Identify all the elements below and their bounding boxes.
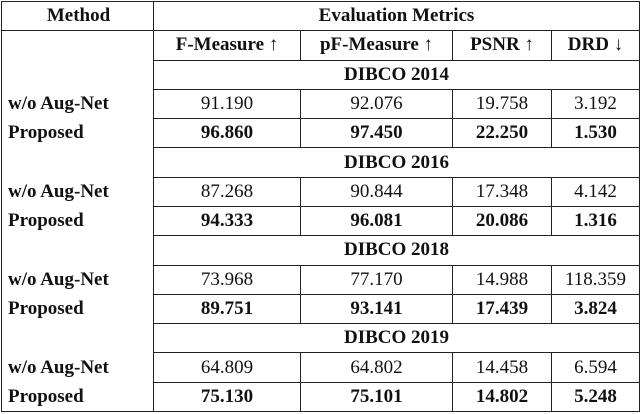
method-name: Proposed — [1, 294, 154, 324]
value: 6.594 — [551, 352, 640, 383]
value: 75.101 — [300, 381, 453, 413]
method-name: w/o Aug-Net — [1, 89, 154, 119]
value: 17.439 — [452, 293, 552, 325]
value: 4.142 — [551, 176, 640, 207]
data-row: w/o Aug-Net 87.268 90.844 17.348 4.142 — [1, 176, 640, 207]
section-row: DIBCO 2016 — [1, 147, 640, 178]
section-row: DIBCO 2014 — [1, 59, 640, 90]
section-row: DIBCO 2018 — [1, 235, 640, 266]
value: 14.802 — [452, 381, 552, 413]
data-row: Proposed 96.860 97.450 22.250 1.530 — [1, 118, 640, 149]
value: 64.809 — [153, 352, 301, 383]
value: 97.450 — [300, 118, 453, 149]
value: 14.458 — [452, 352, 552, 383]
method-blank — [1, 30, 154, 61]
data-row: Proposed 94.333 96.081 20.086 1.316 — [1, 205, 640, 237]
method-blank — [1, 60, 154, 90]
method-name: w/o Aug-Net — [1, 177, 154, 207]
section-row: DIBCO 2019 — [1, 323, 640, 354]
header-row: Method Evaluation Metrics — [1, 0, 640, 32]
value: 90.844 — [300, 176, 453, 207]
value: 77.170 — [300, 264, 453, 295]
data-row: w/o Aug-Net 64.809 64.802 14.458 6.594 — [1, 352, 640, 383]
value: 93.141 — [300, 293, 453, 325]
value: 94.333 — [153, 205, 301, 237]
data-row: w/o Aug-Net 73.968 77.170 14.988 118.359 — [1, 264, 640, 295]
data-row: Proposed 75.130 75.101 14.802 5.248 — [1, 381, 640, 413]
method-header: Method — [1, 0, 154, 32]
method-name: Proposed — [1, 118, 154, 148]
method-name: Proposed — [1, 206, 154, 236]
value: 1.316 — [551, 205, 640, 237]
value: 20.086 — [452, 205, 552, 237]
value: 75.130 — [153, 381, 301, 413]
value: 96.081 — [300, 205, 453, 237]
data-row: Proposed 89.751 93.141 17.439 3.824 — [1, 293, 640, 325]
value: 118.359 — [551, 264, 640, 295]
data-row: w/o Aug-Net 91.190 92.076 19.758 3.192 — [1, 88, 640, 120]
method-blank — [1, 323, 154, 353]
value: 91.190 — [153, 88, 301, 120]
method-name: w/o Aug-Net — [1, 352, 154, 383]
value: 87.268 — [153, 176, 301, 207]
value: 22.250 — [452, 118, 552, 149]
section-title: DIBCO 2014 — [153, 59, 640, 90]
value: 73.968 — [153, 264, 301, 295]
value: 64.802 — [300, 352, 453, 383]
column-row: F-Measure ↑ pF-Measure ↑ PSNR ↑ DRD ↓ — [1, 30, 640, 61]
value: 5.248 — [551, 381, 640, 413]
value: 14.988 — [452, 264, 552, 295]
value: 1.530 — [551, 118, 640, 149]
column-header: pF-Measure ↑ — [300, 30, 453, 61]
value: 19.758 — [452, 88, 552, 120]
value: 17.348 — [452, 176, 552, 207]
column-header: F-Measure ↑ — [153, 30, 301, 61]
value: 3.824 — [551, 293, 640, 325]
value: 92.076 — [300, 88, 453, 120]
value: 96.860 — [153, 118, 301, 149]
column-header: DRD ↓ — [551, 30, 640, 61]
section-title: DIBCO 2018 — [153, 235, 640, 266]
column-header: PSNR ↑ — [452, 30, 552, 61]
method-blank — [1, 235, 154, 266]
section-title: DIBCO 2019 — [153, 323, 640, 354]
method-name: w/o Aug-Net — [1, 265, 154, 295]
method-blank — [1, 147, 154, 178]
section-title: DIBCO 2016 — [153, 147, 640, 178]
value: 89.751 — [153, 293, 301, 325]
value: 3.192 — [551, 88, 640, 120]
metrics-header: Evaluation Metrics — [153, 0, 640, 32]
method-name: Proposed — [1, 382, 154, 413]
